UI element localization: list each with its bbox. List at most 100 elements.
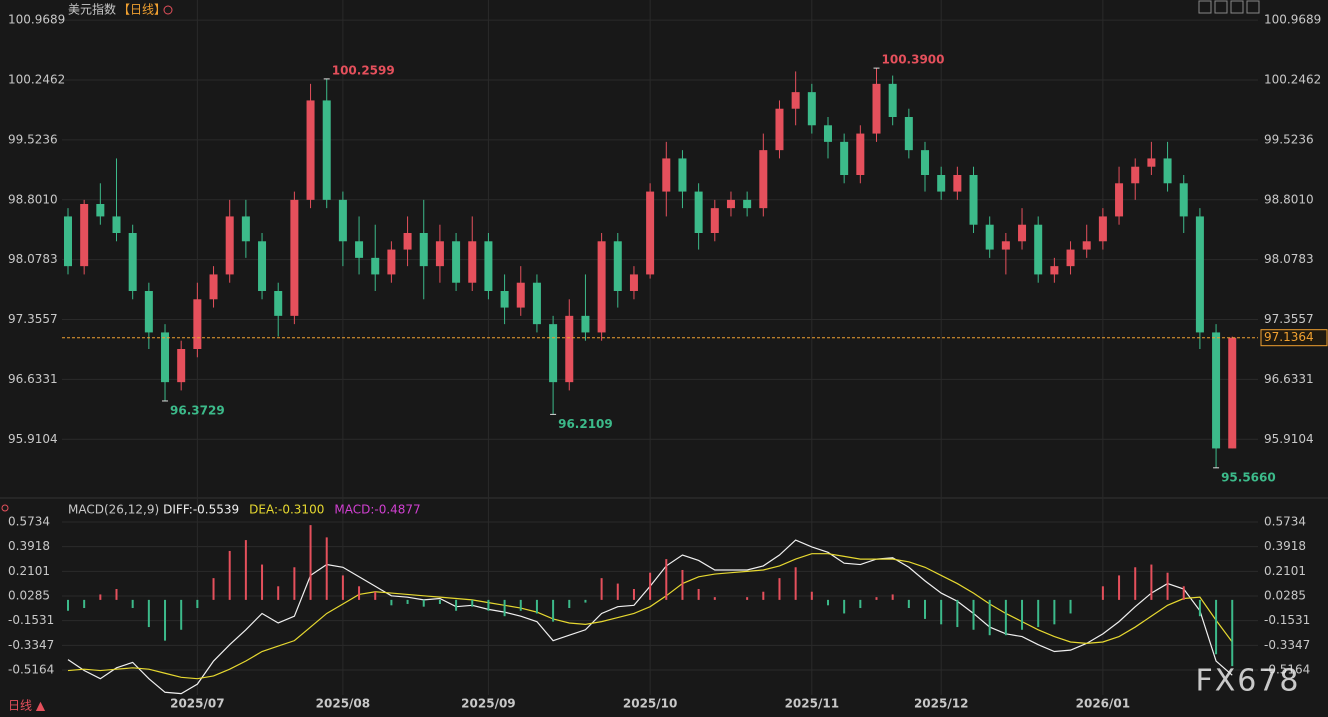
panel-icon[interactable] [1, 504, 9, 512]
y-tick-label-right: -0.1531 [1264, 613, 1310, 627]
y-tick-label-right: 98.8010 [1264, 192, 1314, 206]
candle-body [1212, 332, 1221, 449]
candle-body [840, 141, 849, 175]
y-tick-label-right: 100.2462 [1264, 73, 1321, 87]
y-tick-label: -0.5164 [8, 663, 54, 677]
candle-body [904, 117, 913, 151]
macd-title: MACD(26,12,9) [68, 503, 159, 517]
candle-body [338, 199, 347, 242]
candle-body [177, 349, 186, 383]
candle-body [969, 175, 978, 225]
candle-body [193, 299, 202, 349]
period-selector[interactable]: 日线 ▲ [8, 699, 46, 713]
candle-body [1001, 241, 1010, 250]
candle-body [726, 199, 735, 209]
candle-body [274, 291, 283, 316]
settings-icon[interactable] [163, 5, 173, 15]
tool-button[interactable] [1246, 0, 1260, 14]
y-tick-label-right: 0.2101 [1264, 564, 1306, 578]
candle-body [1147, 158, 1156, 167]
legend-entry: MACD:-0.4877 [334, 503, 420, 517]
candle-body [532, 282, 541, 325]
chart-title: 美元指数 [68, 2, 116, 17]
candle-body [112, 216, 121, 233]
candle-body [355, 241, 364, 258]
candle-body [823, 125, 832, 142]
candle-body [549, 324, 558, 383]
y-tick-label: 0.5734 [8, 514, 50, 528]
last-price-box [1260, 329, 1328, 347]
candle-body [387, 249, 396, 275]
candle-body [1115, 183, 1124, 217]
y-tick-label: 0.2101 [8, 564, 50, 578]
candle-body [1050, 266, 1059, 275]
candle-body [1228, 337, 1237, 449]
candle-body [1018, 224, 1027, 242]
tool-button[interactable] [1230, 0, 1244, 14]
legend-entry: DIFF:-0.5539 [163, 503, 239, 517]
y-tick-label-right: -0.5164 [1264, 663, 1310, 677]
macd-line [67, 553, 1233, 680]
candle-body [1098, 216, 1107, 242]
candle-body [791, 92, 800, 109]
y-tick-label-right: 98.0783 [1264, 252, 1314, 266]
y-tick-label-right: 100.9689 [1264, 13, 1321, 27]
x-tick-label: 2025/11 [785, 697, 839, 711]
y-tick-label: 97.3557 [8, 312, 58, 326]
y-tick-label: 0.0285 [8, 589, 50, 603]
extreme-label: 96.2109 [558, 417, 613, 431]
candle-body [516, 282, 525, 308]
x-tick-label: 2025/09 [461, 697, 515, 711]
x-tick-label: 2025/10 [623, 697, 677, 711]
candle-body [161, 332, 170, 383]
candle-body [452, 241, 461, 283]
candle-body [662, 158, 671, 192]
extreme-label: 96.3729 [170, 403, 225, 417]
chart-subtitle: 【日线】 [118, 3, 166, 17]
y-tick-label: 0.3918 [8, 539, 50, 553]
extreme-label: 95.5660 [1221, 470, 1276, 484]
candle-body [1179, 183, 1188, 217]
candle-body [937, 175, 946, 192]
last-price-label: 97.1364 [1264, 330, 1314, 344]
candle-body [646, 191, 655, 275]
candle-body [1163, 158, 1172, 184]
candle-body [710, 208, 719, 233]
candle-body [565, 315, 574, 383]
y-tick-label: -0.3347 [8, 638, 54, 652]
candle-body [258, 241, 267, 291]
candle-body [581, 315, 590, 333]
candle-body [403, 233, 412, 250]
tool-button[interactable] [1214, 0, 1228, 14]
candle-body [888, 83, 897, 117]
watermark: FX678 [1195, 664, 1300, 699]
x-tick-label: 2025/08 [316, 697, 370, 711]
legend-entry: DEA:-0.3100 [249, 503, 324, 517]
y-tick-label-right: -0.3347 [1264, 638, 1310, 652]
candle-body [371, 257, 380, 275]
extreme-label: 100.2599 [332, 63, 395, 77]
candle-body [921, 150, 930, 175]
y-tick-label: 98.0783 [8, 252, 58, 266]
y-tick-label-right: 0.0285 [1264, 589, 1306, 603]
candle-body [500, 291, 509, 308]
tool-button[interactable] [1198, 0, 1212, 14]
y-tick-label-right: 0.5734 [1264, 514, 1306, 528]
candle-body [484, 241, 493, 291]
candle-body [985, 224, 994, 250]
candle-body [435, 241, 444, 267]
candle-body [1131, 166, 1140, 184]
candle-body [306, 100, 315, 200]
candle-body [678, 158, 687, 192]
candle-body [144, 291, 153, 333]
candle-body [1066, 249, 1075, 267]
y-tick-label: 99.5236 [8, 132, 58, 146]
candle-body [241, 216, 250, 242]
extreme-label: 100.3900 [882, 53, 945, 67]
candle-body [694, 191, 703, 233]
candle-body [872, 83, 881, 134]
candle-body [64, 216, 72, 267]
y-tick-label: 100.9689 [8, 13, 65, 27]
